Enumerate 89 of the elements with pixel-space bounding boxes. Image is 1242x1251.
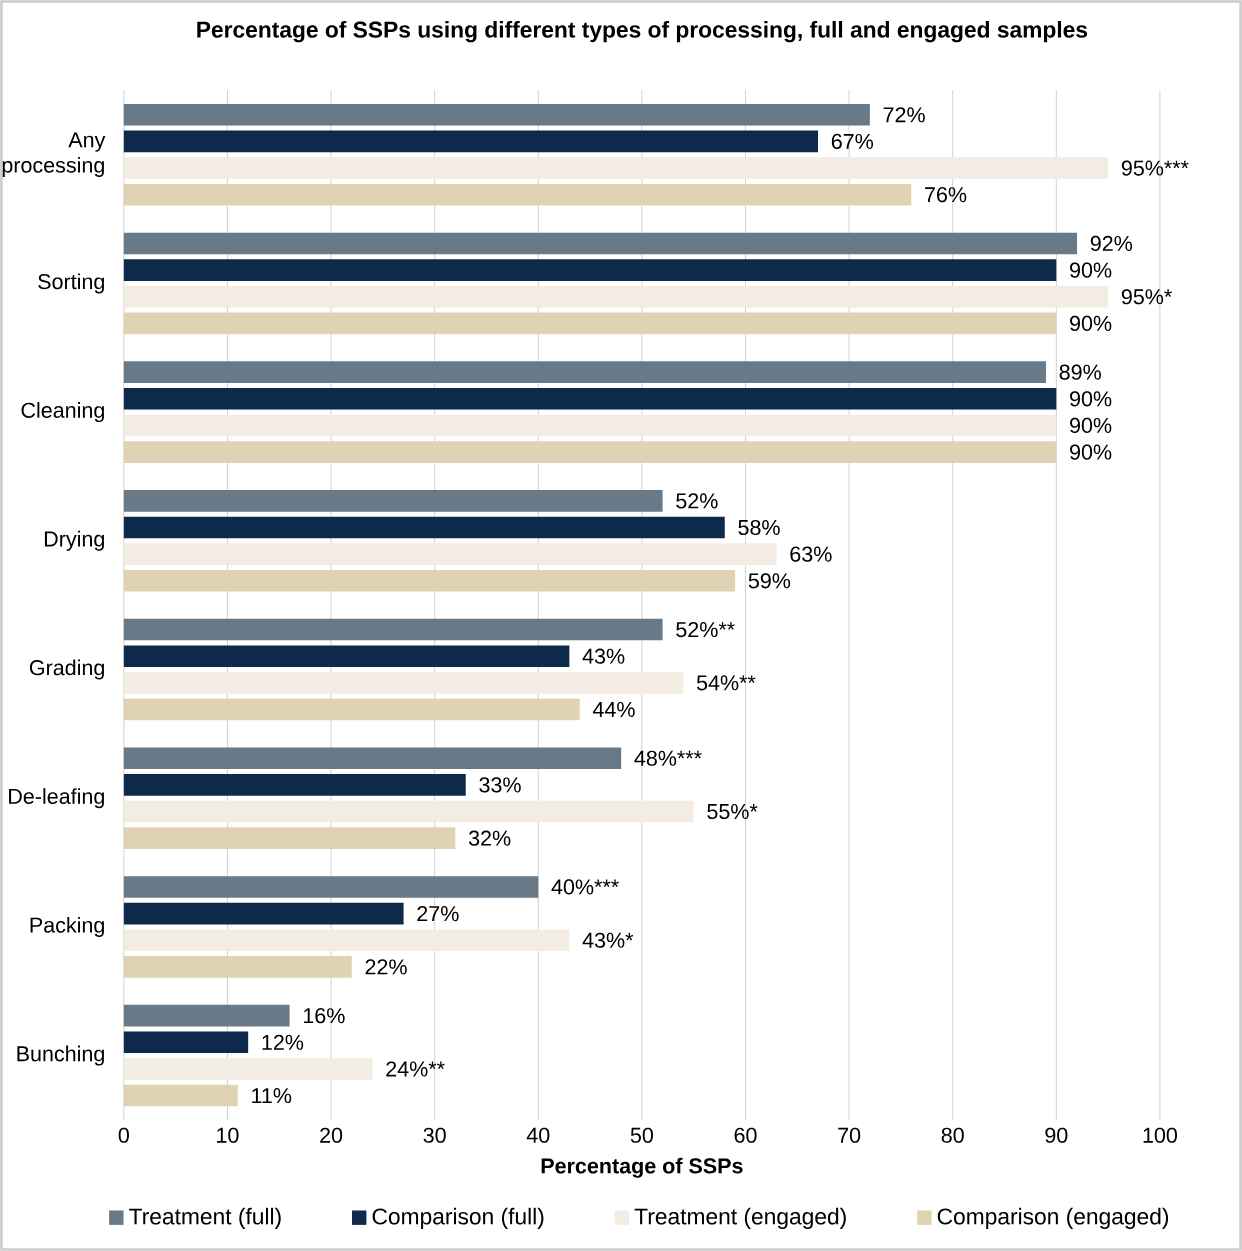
bar: [123, 543, 777, 565]
bar: [123, 516, 725, 539]
x-tick-label: 50: [630, 1127, 653, 1143]
data-label: 22%: [365, 959, 407, 975]
bar: [123, 1004, 290, 1027]
bar: [123, 414, 1057, 437]
bar: [123, 441, 1057, 463]
data-label: 63%: [790, 546, 832, 562]
bar: [123, 388, 1057, 410]
bar: [123, 285, 1109, 308]
bar: [123, 774, 466, 796]
y-tick-label: Any processing: [2, 132, 106, 177]
data-label: 32%: [468, 830, 511, 846]
bar: [123, 130, 819, 153]
y-tick-label: Bunching: [17, 1045, 104, 1066]
bar: [123, 157, 1109, 179]
bar: [123, 800, 694, 823]
data-label: 52%: [676, 493, 718, 509]
data-label: 43%: [582, 648, 625, 664]
x-tick-label: 80: [941, 1127, 964, 1143]
bar: [123, 183, 912, 206]
data-label: 40%***: [551, 879, 619, 895]
x-tick-label: 60: [734, 1127, 757, 1143]
data-label: 48%***: [634, 750, 702, 766]
x-tick-label: 20: [320, 1127, 343, 1143]
bar: [123, 956, 352, 978]
y-tick-label: Sorting: [38, 273, 104, 294]
data-label: 90%: [1070, 391, 1112, 407]
data-label: 90%: [1070, 315, 1112, 331]
y-tick-label: Packing: [30, 916, 104, 937]
x-tick-label: 0: [118, 1127, 129, 1143]
bar: [123, 1031, 249, 1054]
data-label: 90%: [1070, 417, 1112, 434]
bar: [123, 361, 1046, 383]
y-tick-label: Drying: [44, 530, 104, 551]
y-tick-label: Cleaning: [21, 402, 104, 423]
x-tick-label: 90: [1045, 1127, 1068, 1143]
x-tick-label: 100: [1143, 1127, 1178, 1143]
data-label: 27%: [417, 906, 459, 922]
data-label: 16%: [303, 1008, 345, 1024]
bar: [123, 645, 570, 667]
data-label: 76%: [925, 187, 967, 203]
x-tick-label: 10: [217, 1127, 239, 1143]
chart-title: Percentage of SSPs using different types of processing, full and engaged samples: [197, 20, 1088, 43]
data-label: 43%*: [582, 932, 634, 948]
y-tick-label: De-leafing: [9, 788, 104, 809]
bar: [123, 103, 870, 126]
bar: [123, 569, 736, 592]
bar: [123, 672, 684, 694]
data-label: 12%: [262, 1034, 304, 1050]
x-tick-label: 40: [526, 1127, 550, 1143]
x-tick-label: 30: [423, 1127, 446, 1143]
x-axis-title: Percentage of SSPs: [541, 1157, 743, 1178]
legend-label: Comparison (engaged): [937, 1207, 1169, 1230]
data-label: 58%: [738, 519, 780, 536]
data-label: 24%**: [386, 1061, 445, 1077]
y-tick-label: Grading: [29, 659, 104, 680]
bar: [123, 747, 622, 770]
data-label: 90%: [1070, 262, 1112, 278]
data-label: 52%**: [676, 621, 735, 638]
x-tick-label: 70: [838, 1127, 861, 1143]
data-label: 72%: [883, 107, 925, 123]
data-label: 90%: [1070, 444, 1112, 460]
bar: [123, 929, 570, 952]
legend-label: Treatment (full): [129, 1207, 281, 1230]
bar: [123, 490, 663, 512]
data-label: 54%**: [696, 675, 756, 691]
bar: [123, 1084, 238, 1107]
bar: [123, 618, 663, 641]
bar: [123, 698, 580, 721]
data-label: 92%: [1090, 235, 1133, 252]
bar: [123, 312, 1057, 335]
data-label: 67%: [831, 133, 874, 149]
bar: [123, 876, 539, 898]
bar: [123, 1058, 373, 1080]
data-label: 95%*: [1121, 289, 1172, 305]
bar: [123, 902, 404, 925]
data-label: 11%: [252, 1088, 292, 1104]
legend-label: Comparison (full): [372, 1207, 544, 1230]
bar: [123, 232, 1078, 255]
data-label: 44%: [592, 701, 635, 717]
data-label: 55%*: [707, 803, 758, 820]
data-label: 59%: [748, 573, 791, 589]
legend-label: Treatment (engaged): [634, 1207, 846, 1230]
bar: [123, 827, 456, 849]
bar: [123, 259, 1057, 281]
data-label: 89%: [1059, 364, 1101, 380]
data-label: 95%***: [1121, 160, 1189, 176]
data-label: 33%: [479, 777, 521, 793]
